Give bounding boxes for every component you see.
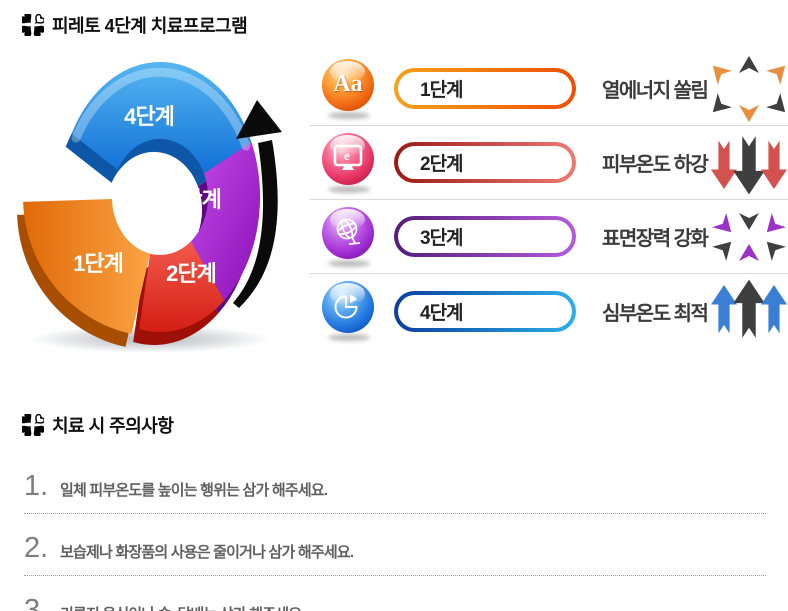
spread-outward-arrows-icon [713, 55, 786, 122]
step1-description: 열에너지 쏠림 [602, 80, 709, 102]
pie-chart-sphere-icon [322, 281, 376, 341]
diagram-stage2-label: 2단계 [166, 261, 216, 286]
precaution-item-1: 1. 일체 피부온도를 높이는 행위는 삼가 해주세요. [24, 452, 766, 513]
stage2-segment [139, 241, 225, 332]
precautions-list: 1. 일체 피부온도를 높이는 행위는 삼가 해주세요. 2. 보습제나 화장품… [24, 452, 766, 611]
upward-curved-arrow [233, 100, 282, 308]
precaution-number: 3. [24, 594, 49, 611]
stage3-segment [190, 142, 261, 301]
four-stage-spiral-diagram: 1단계 2단계 3단계 4단계 [17, 61, 282, 353]
step4-label-pill: 4단계 [394, 290, 576, 332]
step1-label-pill: 1단계 [394, 68, 576, 109]
step4-description: 심부온도 최적 [602, 302, 709, 325]
step3-description: 표면장력 강화 [602, 228, 709, 250]
dotted-divider [24, 575, 766, 576]
globe-sphere-icon [322, 206, 376, 267]
step2-label: 2단계 [398, 146, 572, 179]
clover-icon [22, 14, 44, 36]
svg-text:e: e [344, 148, 350, 163]
converge-inward-arrows-icon [712, 212, 787, 261]
precaution-number: 1. [24, 470, 49, 502]
program-section-title: 피레토 4단계 치료프로그램 [52, 16, 248, 36]
step1-label: 1단계 [398, 72, 572, 105]
step-row-4: 4단계 심부온도 최적 [310, 274, 788, 348]
precautions-section-title: 치료 시 주의사항 [52, 416, 174, 436]
step-row-1: Aa 1단계 열에너지 쏠림 [310, 52, 788, 126]
clover-icon [22, 414, 44, 436]
precautions-section-header: 치료 시 주의사항 [22, 412, 174, 438]
step4-label: 4단계 [398, 294, 572, 328]
precaution-number: 2. [24, 532, 49, 564]
program-section-header: 피레토 4단계 치료프로그램 [22, 12, 248, 38]
step3-label: 3단계 [398, 220, 572, 253]
precaution-item-2: 2. 보습제나 화장품의 사용은 줄이거나 삼가 해주세요. [24, 514, 766, 575]
stage1-segment [23, 199, 151, 334]
dotted-divider [24, 513, 766, 514]
typography-sphere-icon: Aa [322, 58, 376, 119]
step3-label-pill: 3단계 [394, 216, 576, 257]
step2-description: 피부온도 하강 [602, 154, 709, 176]
steps-panel: Aa 1단계 열에너지 쏠림 e [310, 52, 788, 348]
diagram-stage4-label: 4단계 [124, 104, 174, 129]
step-row-3: 3단계 표면장력 강화 [310, 200, 788, 274]
diagram-stage1-label: 1단계 [73, 251, 123, 276]
step-row-2: e 2단계 피부온도 하강 [310, 126, 788, 200]
precaution-text: 일체 피부온도를 높이는 행위는 삼가 해주세요. [60, 482, 328, 499]
triple-down-arrows-icon [711, 135, 788, 194]
precaution-text: 보습제나 화장품의 사용은 줄이거나 삼가 해주세요. [60, 544, 354, 561]
monitor-sphere-icon: e [322, 132, 376, 193]
precaution-text: 기름진 음식이나 술, 담배는 삼가 해주세요. [60, 603, 305, 611]
diagram-segments [23, 61, 261, 334]
step2-label-pill: 2단계 [394, 142, 576, 183]
precaution-item-3: 3. 기름진 음식이나 술, 담배는 삼가 해주세요. [24, 576, 766, 611]
diagram-stage3-label: 3단계 [171, 187, 221, 212]
triple-up-arrows-icon [711, 279, 788, 338]
stage4-segment [71, 61, 252, 174]
